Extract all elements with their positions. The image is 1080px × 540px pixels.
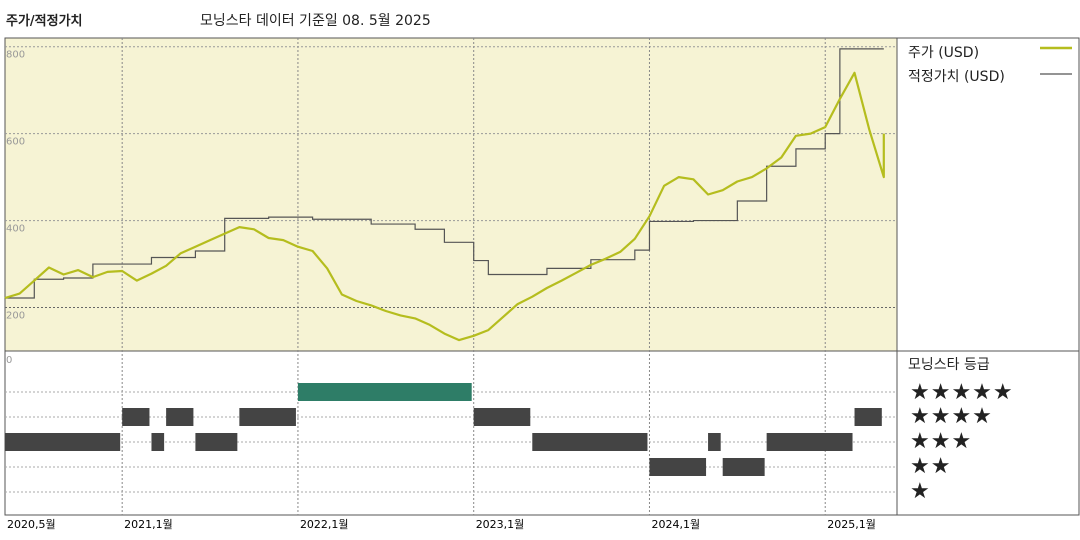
y-zero-label: 0 [6,355,12,366]
y-tick-label: 600 [6,137,25,148]
rating-bar-3star [532,433,648,451]
star-row-4: ★★★★ [910,404,993,429]
rating-bar-4star [473,408,531,426]
rating-bar-2star [722,458,765,476]
x-tick-label: 2024,1월 [651,518,700,531]
rating-bar-3star [195,433,238,451]
data-date-subtitle: 모닝스타 데이터 기준일 08. 5월 2025 [200,13,431,29]
x-tick-label: 2025,1월 [827,518,876,531]
fair-value-line [5,48,884,299]
rating-bar-4star [854,408,882,426]
rating-panel-title: 모닝스타 등급 [908,357,990,373]
rating-bar-4star [122,408,150,426]
rating-bar-3star [151,433,165,451]
y-tick-label: 200 [6,311,25,322]
y-tick-label: 800 [6,50,25,61]
star-row-2: ★★ [910,454,952,479]
x-tick-label: 2022,1월 [300,518,349,531]
chart-frame [4,37,1080,516]
price-line [4,71,885,342]
legend-price: 주가 (USD) [908,45,980,61]
rating-bar-4star [166,408,194,426]
rating-bar-3star [766,433,853,451]
rating-bar-4star [239,408,296,426]
x-tick-label: 2023,1월 [476,518,525,531]
legend-fair-value: 적정가치 (USD) [908,69,1005,85]
rating-bar-5star [297,383,472,401]
y-tick-label: 400 [6,224,25,235]
star-row-1: ★ [910,479,931,504]
star-row-5: ★★★★★ [910,380,1014,405]
rating-bar-2star [649,458,707,476]
chart-title: 주가/적정가치 [6,14,83,29]
x-tick-label: 2021,1월 [124,518,173,531]
rating-bar-3star [708,433,721,451]
x-tick-label: 2020,5월 [7,518,56,531]
star-row-3: ★★★ [910,429,973,454]
price-panel-bg [5,38,897,351]
rating-bar-3star [5,433,121,451]
